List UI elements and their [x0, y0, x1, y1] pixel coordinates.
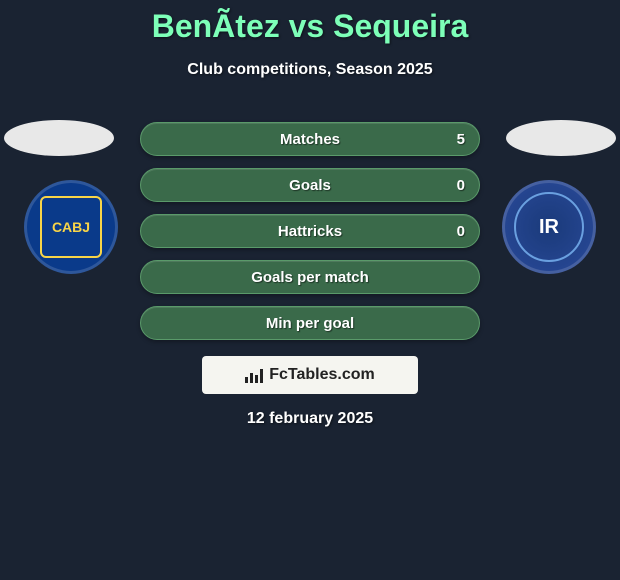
page-title: BenÃ­tez vs Sequeira	[0, 0, 620, 45]
subtitle: Club competitions, Season 2025	[0, 61, 620, 79]
stat-value-right: 0	[457, 223, 465, 240]
stat-row-matches: Matches 5	[140, 122, 480, 156]
player-right-silhouette	[506, 120, 616, 156]
club-badge-left: CABJ	[24, 180, 118, 274]
stat-label: Min per goal	[266, 315, 354, 332]
player-left-silhouette	[4, 120, 114, 156]
stat-row-hattricks: Hattricks 0	[140, 214, 480, 248]
bar-chart-icon	[245, 367, 263, 383]
site-name: FcTables.com	[269, 366, 375, 384]
stats-column: Matches 5 Goals 0 Hattricks 0 Goals per …	[140, 122, 480, 340]
stat-row-min-per-goal: Min per goal	[140, 306, 480, 340]
stat-label: Goals per match	[251, 269, 369, 286]
date-line: 12 february 2025	[0, 410, 620, 428]
stat-row-goals: Goals 0	[140, 168, 480, 202]
site-badge[interactable]: FcTables.com	[202, 356, 418, 394]
stat-value-right: 0	[457, 177, 465, 194]
club-badge-left-abbrev: CABJ	[40, 196, 102, 258]
stat-label: Goals	[289, 177, 331, 194]
stat-label: Matches	[280, 131, 340, 148]
club-badge-right: IR	[502, 180, 596, 274]
stat-row-goals-per-match: Goals per match	[140, 260, 480, 294]
club-badge-right-abbrev: IR	[514, 192, 584, 262]
stat-value-right: 5	[457, 131, 465, 148]
stat-label: Hattricks	[278, 223, 342, 240]
